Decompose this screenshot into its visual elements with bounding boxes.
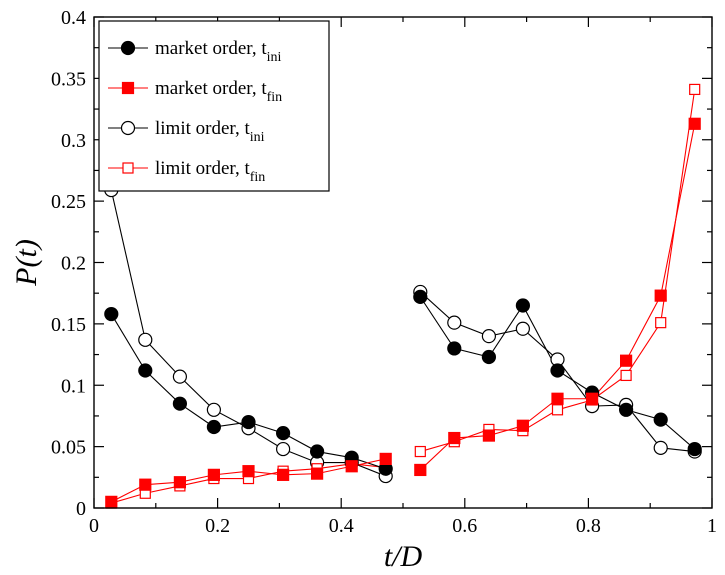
plot-markers — [104, 83, 702, 509]
data-point-market-order-ini — [618, 402, 634, 417]
data-point-market-order-fin — [586, 392, 599, 405]
data-point-market-order-ini — [413, 289, 428, 304]
data-point-market-order-ini — [104, 306, 119, 322]
data-point-limit-order-fin — [551, 404, 564, 416]
data-point-limit-order-ini — [653, 440, 668, 455]
data-point-limit-order-ini — [138, 332, 153, 347]
legend-marker-market-order-ini — [120, 40, 136, 56]
data-point-market-order-ini — [276, 426, 291, 441]
data-point-limit-order-ini — [447, 315, 462, 330]
data-point-market-order-ini — [309, 444, 325, 459]
data-point-market-order-fin — [277, 468, 290, 481]
data-point-market-order-ini — [206, 419, 221, 435]
axis-tick-labels: 0 0.2 0.4 0.6 0.8 1 0 0.05 0.1 0.15 0.2 0.25 0.3 0.35… — [51, 7, 717, 537]
x-tick-label: 0.2 — [205, 515, 230, 537]
legend-subscript: fin — [250, 170, 266, 185]
y-tick-label: 0.4 — [61, 7, 86, 29]
x-tick-label: 0.4 — [329, 515, 354, 537]
data-point-market-order-fin — [173, 476, 187, 489]
data-point-market-order-ini — [241, 414, 256, 430]
data-point-market-order-fin — [310, 467, 324, 480]
legend-marker-limit-order-ini — [120, 120, 136, 136]
data-point-market-order-fin — [448, 431, 461, 445]
x-tick-label: 0 — [89, 515, 99, 537]
series-line-market-order-ini — [110, 313, 386, 470]
data-point-limit-order-fin — [620, 369, 632, 382]
data-point-market-order-ini — [172, 396, 188, 411]
data-point-market-order-fin — [379, 452, 392, 465]
y-axis-title: P(t) — [10, 239, 43, 287]
data-point-market-order-fin — [414, 463, 427, 477]
data-point-market-order-ini — [687, 441, 702, 457]
legend-marker-market-order-fin — [121, 81, 135, 95]
data-point-limit-order-fin — [414, 445, 426, 458]
data-point-market-order-ini — [481, 349, 497, 365]
legend-box — [98, 20, 330, 192]
data-point-limit-order-ini — [172, 369, 188, 384]
data-point-market-order-fin — [345, 460, 358, 473]
y-tick-label: 0.15 — [51, 314, 86, 336]
y-tick-label: 0.2 — [61, 253, 86, 275]
data-point-limit-order-fin — [689, 83, 701, 96]
x-axis-title: t/D — [384, 540, 423, 573]
legend-subscript: fin — [267, 90, 283, 105]
data-point-market-order-fin — [139, 478, 152, 491]
data-point-market-order-ini — [653, 412, 668, 427]
x-tick-label: 0.6 — [452, 515, 477, 537]
data-point-market-order-fin — [688, 117, 701, 130]
data-point-market-order-fin — [516, 419, 529, 432]
legend-subscript: ini — [267, 50, 282, 65]
data-point-limit-order-ini — [276, 441, 291, 457]
data-point-limit-order-fin — [655, 317, 667, 329]
data-point-market-order-ini — [447, 341, 462, 356]
y-tick-label: 0.25 — [51, 191, 86, 213]
data-point-market-order-fin — [242, 465, 255, 478]
data-point-market-order-fin — [619, 354, 633, 367]
axis-ticks — [93, 16, 713, 509]
legend-marker-limit-order-fin — [122, 162, 134, 174]
data-point-market-order-fin — [482, 429, 496, 442]
data-point-limit-order-ini — [206, 402, 221, 417]
data-point-market-order-fin — [105, 495, 118, 508]
data-point-market-order-fin — [551, 392, 564, 405]
data-point-market-order-ini — [138, 363, 153, 378]
y-tick-label: 0 — [76, 498, 86, 520]
x-tick-label: 1 — [707, 515, 717, 537]
data-point-market-order-ini — [550, 363, 565, 378]
data-point-limit-order-ini — [481, 329, 497, 344]
y-tick-label: 0.3 — [61, 130, 86, 152]
y-tick-label: 0.1 — [61, 375, 86, 397]
data-point-market-order-fin — [207, 468, 220, 481]
y-tick-label: 0.05 — [51, 437, 86, 459]
x-tick-label: 0.8 — [576, 515, 601, 537]
y-tick-label: 0.35 — [51, 68, 86, 90]
data-point-market-order-fin — [654, 289, 667, 302]
data-point-limit-order-ini — [515, 321, 530, 336]
data-point-market-order-ini — [515, 298, 530, 313]
legend-subscript: ini — [250, 130, 265, 145]
